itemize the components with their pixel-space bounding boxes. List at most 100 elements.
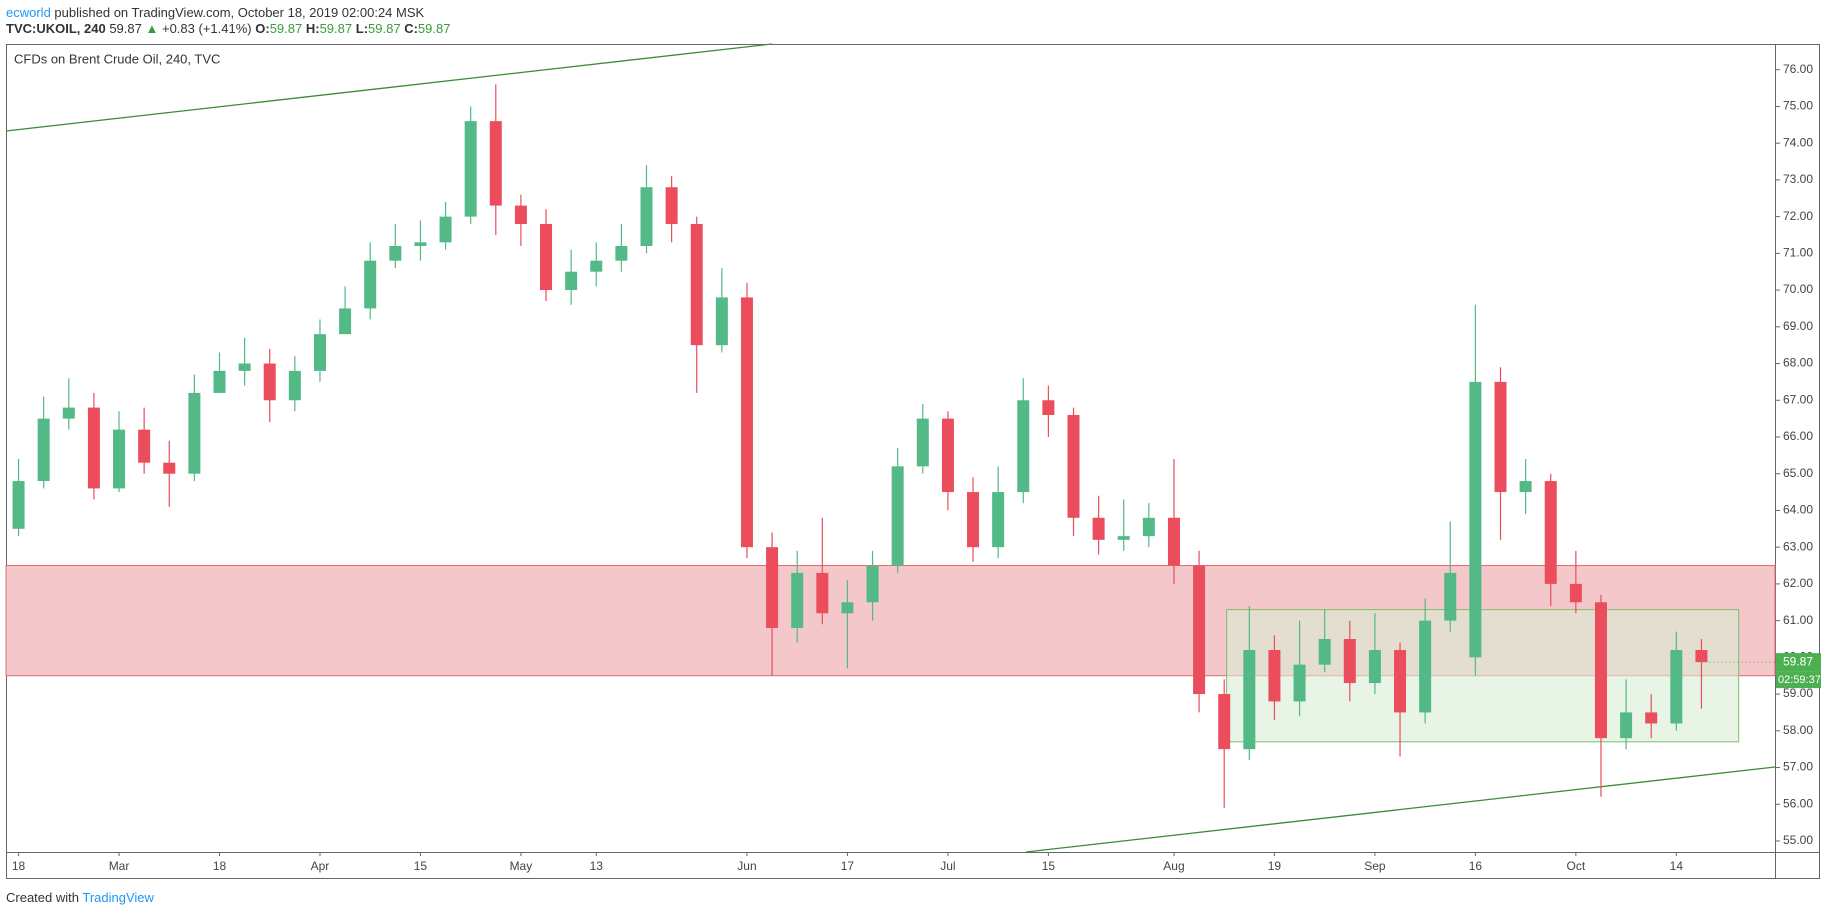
candle-body — [665, 187, 678, 224]
candle-body — [1544, 481, 1557, 584]
y-tick-label: 61.00 — [1783, 613, 1813, 627]
candle-body — [1268, 650, 1281, 702]
symbol-line: TVC:UKOIL, 240 59.87 ▲ +0.83 (+1.41%) O:… — [6, 21, 450, 36]
candle-body — [138, 429, 151, 463]
candle-body — [1695, 650, 1708, 663]
y-tick-label: 62.00 — [1783, 576, 1813, 590]
candle-body — [1670, 650, 1683, 724]
arrow: ▲ — [145, 21, 158, 36]
candle-body — [87, 407, 100, 489]
y-tick-label: 64.00 — [1783, 503, 1813, 517]
x-tick-label: 19 — [1268, 859, 1282, 873]
candle-body — [364, 260, 377, 309]
last: 59.87 — [109, 21, 142, 36]
candle-body — [288, 370, 301, 401]
c-label: C: — [404, 21, 418, 36]
y-tick-label: 74.00 — [1783, 135, 1813, 149]
y-tick-label: 63.00 — [1783, 539, 1813, 553]
author[interactable]: ecworld — [6, 5, 51, 20]
candle-body — [640, 187, 653, 246]
y-tick-label: 55.00 — [1783, 833, 1813, 847]
h-label: H: — [306, 21, 320, 36]
candle-body — [163, 462, 176, 474]
candle-body — [916, 418, 929, 467]
candle-body — [816, 572, 829, 614]
candle-body — [1167, 517, 1180, 566]
y-tick-label: 69.00 — [1783, 319, 1813, 333]
brand[interactable]: TradingView — [82, 890, 154, 905]
candle-body — [1117, 536, 1130, 540]
candle-body — [439, 216, 452, 243]
y-tick-label: 59.00 — [1783, 686, 1813, 700]
candle-body — [339, 308, 352, 335]
candle-body — [1394, 650, 1407, 713]
c: 59.87 — [418, 21, 451, 36]
candle-body — [1067, 414, 1080, 518]
candle-body — [1243, 650, 1256, 750]
header-line: ecworld published on TradingView.com, Oc… — [6, 5, 425, 20]
x-tick-label: Jun — [737, 859, 756, 873]
trend-line — [5, 43, 773, 132]
candle-body — [1569, 583, 1582, 603]
y-tick-label: 76.00 — [1783, 62, 1813, 76]
candle-body — [1343, 638, 1356, 684]
candle-body — [489, 121, 502, 206]
y-tick-label: 56.00 — [1783, 796, 1813, 810]
symbol: TVC:UKOIL, 240 — [6, 21, 106, 36]
last-price-label: 59.87 — [1783, 654, 1813, 668]
candle-body — [766, 547, 779, 628]
y-tick-label: 73.00 — [1783, 172, 1813, 186]
candle-body — [1594, 602, 1607, 739]
x-tick-label: 15 — [414, 859, 428, 873]
y-tick-label: 72.00 — [1783, 209, 1813, 223]
x-tick-label: 16 — [1469, 859, 1483, 873]
x-tick-label: Oct — [1567, 859, 1586, 873]
trend-line — [1025, 766, 1776, 853]
candle-body — [715, 297, 728, 346]
y-tick-label: 70.00 — [1783, 282, 1813, 296]
candle-body — [414, 242, 427, 246]
candle-body — [1419, 620, 1432, 713]
y-tick-label: 71.00 — [1783, 246, 1813, 260]
x-tick-label: 18 — [213, 859, 227, 873]
candle-body — [1494, 381, 1507, 493]
x-tick-label: 15 — [1042, 859, 1056, 873]
o: 59.87 — [270, 21, 303, 36]
y-tick-label: 75.00 — [1783, 99, 1813, 113]
candle-body — [12, 481, 25, 529]
footer: Created with TradingView — [6, 890, 155, 905]
candle-body — [1142, 517, 1155, 537]
candle-body — [1042, 400, 1055, 415]
y-tick-label: 57.00 — [1783, 760, 1813, 774]
candle-body — [615, 246, 628, 261]
y-tick-label: 67.00 — [1783, 392, 1813, 406]
candle-body — [313, 334, 326, 371]
candle-body — [213, 370, 226, 393]
candle-body — [992, 492, 1005, 548]
candle-body — [188, 392, 201, 474]
candle-body — [62, 407, 75, 419]
frame — [6, 44, 1820, 879]
candle-body — [740, 297, 753, 548]
candle-body — [841, 602, 854, 614]
created-with: Created with — [6, 890, 79, 905]
countdown-tag — [1776, 671, 1821, 689]
x-tick-label: Apr — [311, 859, 330, 873]
candle-body — [1318, 638, 1331, 665]
o-label: O: — [255, 21, 269, 36]
x-tick-label: Sep — [1364, 859, 1386, 873]
last-price-tag — [1776, 653, 1821, 672]
x-tick-label: May — [510, 859, 533, 873]
candle-body — [690, 223, 703, 346]
candle-body — [1218, 694, 1231, 750]
candle-body — [1645, 712, 1658, 724]
l-label: L: — [356, 21, 368, 36]
chart-title: CFDs on Brent Crude Oil, 240, TVC — [14, 51, 220, 66]
l: 59.87 — [368, 21, 401, 36]
x-tick-label: Mar — [109, 859, 130, 873]
candle-body — [891, 466, 904, 566]
candle-body — [238, 363, 251, 371]
candle-body — [1368, 650, 1381, 684]
candle-body — [941, 418, 954, 493]
candle-body — [791, 572, 804, 628]
